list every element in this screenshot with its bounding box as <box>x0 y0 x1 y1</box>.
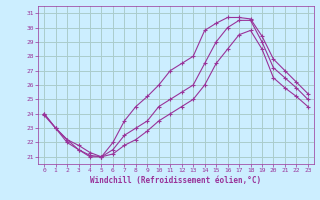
X-axis label: Windchill (Refroidissement éolien,°C): Windchill (Refroidissement éolien,°C) <box>91 176 261 185</box>
